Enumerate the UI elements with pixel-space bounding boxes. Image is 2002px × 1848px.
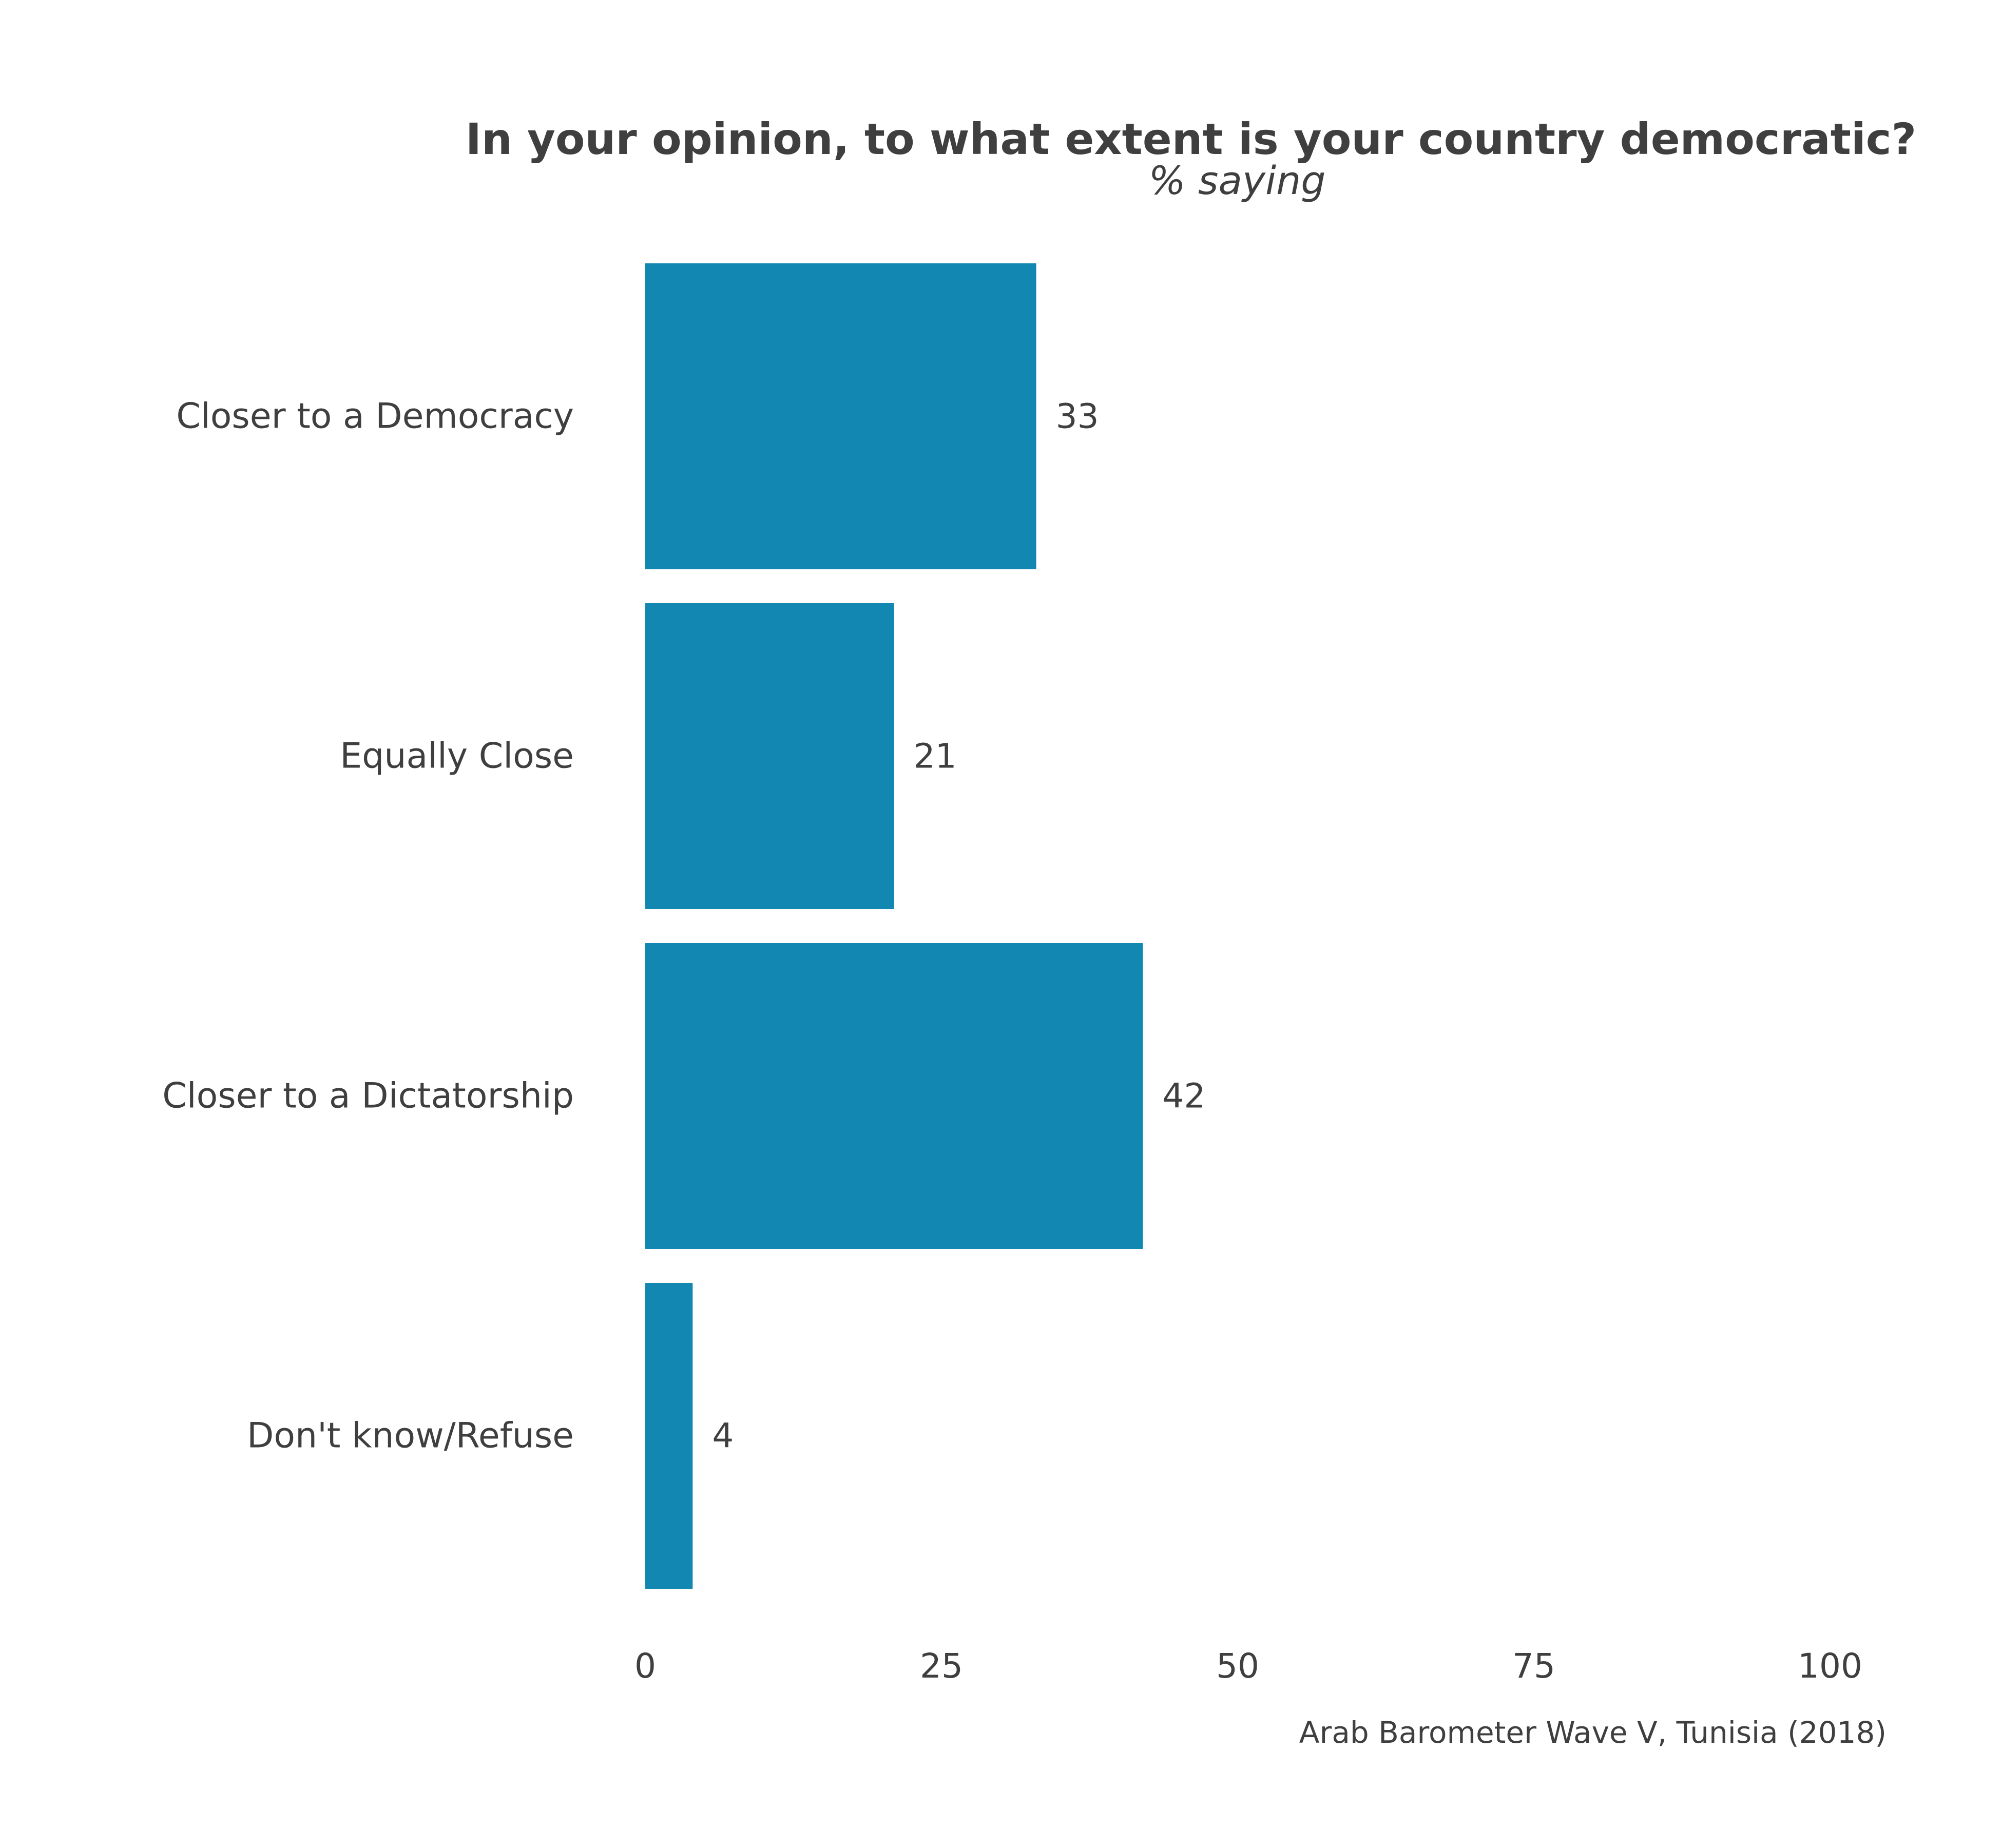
category-labels: Closer to a Democracy Equally Close Closer… [162,396,574,1456]
value-label-3: 4 [712,1416,734,1456]
value-label-0: 33 [1056,397,1099,436]
bars-group [645,263,1143,1589]
chart-caption: Arab Barometer Wave V, Tunisia (2018) [1299,1715,1886,1750]
bar-2 [645,943,1143,1249]
chart-subtitle: % saying [1148,158,1325,203]
category-label-3: Don't know/Refuse [247,1416,574,1456]
value-label-2: 42 [1162,1076,1205,1116]
category-label-1: Equally Close [340,736,574,777]
bar-1 [645,603,894,909]
bar-3 [645,1283,693,1589]
category-label-0: Closer to a Democracy [176,396,574,437]
x-tick-label-1: 25 [920,1646,963,1686]
x-axis-ticks: 0 25 50 75 100 [634,1646,1862,1686]
x-tick-label-3: 75 [1512,1646,1555,1686]
x-tick-label-2: 50 [1216,1646,1259,1686]
value-label-1: 21 [914,737,957,776]
bar-0 [645,263,1036,569]
value-labels: 33 21 42 4 [712,397,1205,1456]
category-label-2: Closer to a Dictatorship [162,1076,574,1116]
chart-title: In your opinion, to what extent is your … [466,114,1917,164]
x-tick-label-0: 0 [634,1646,656,1686]
x-tick-label-4: 100 [1798,1646,1862,1686]
